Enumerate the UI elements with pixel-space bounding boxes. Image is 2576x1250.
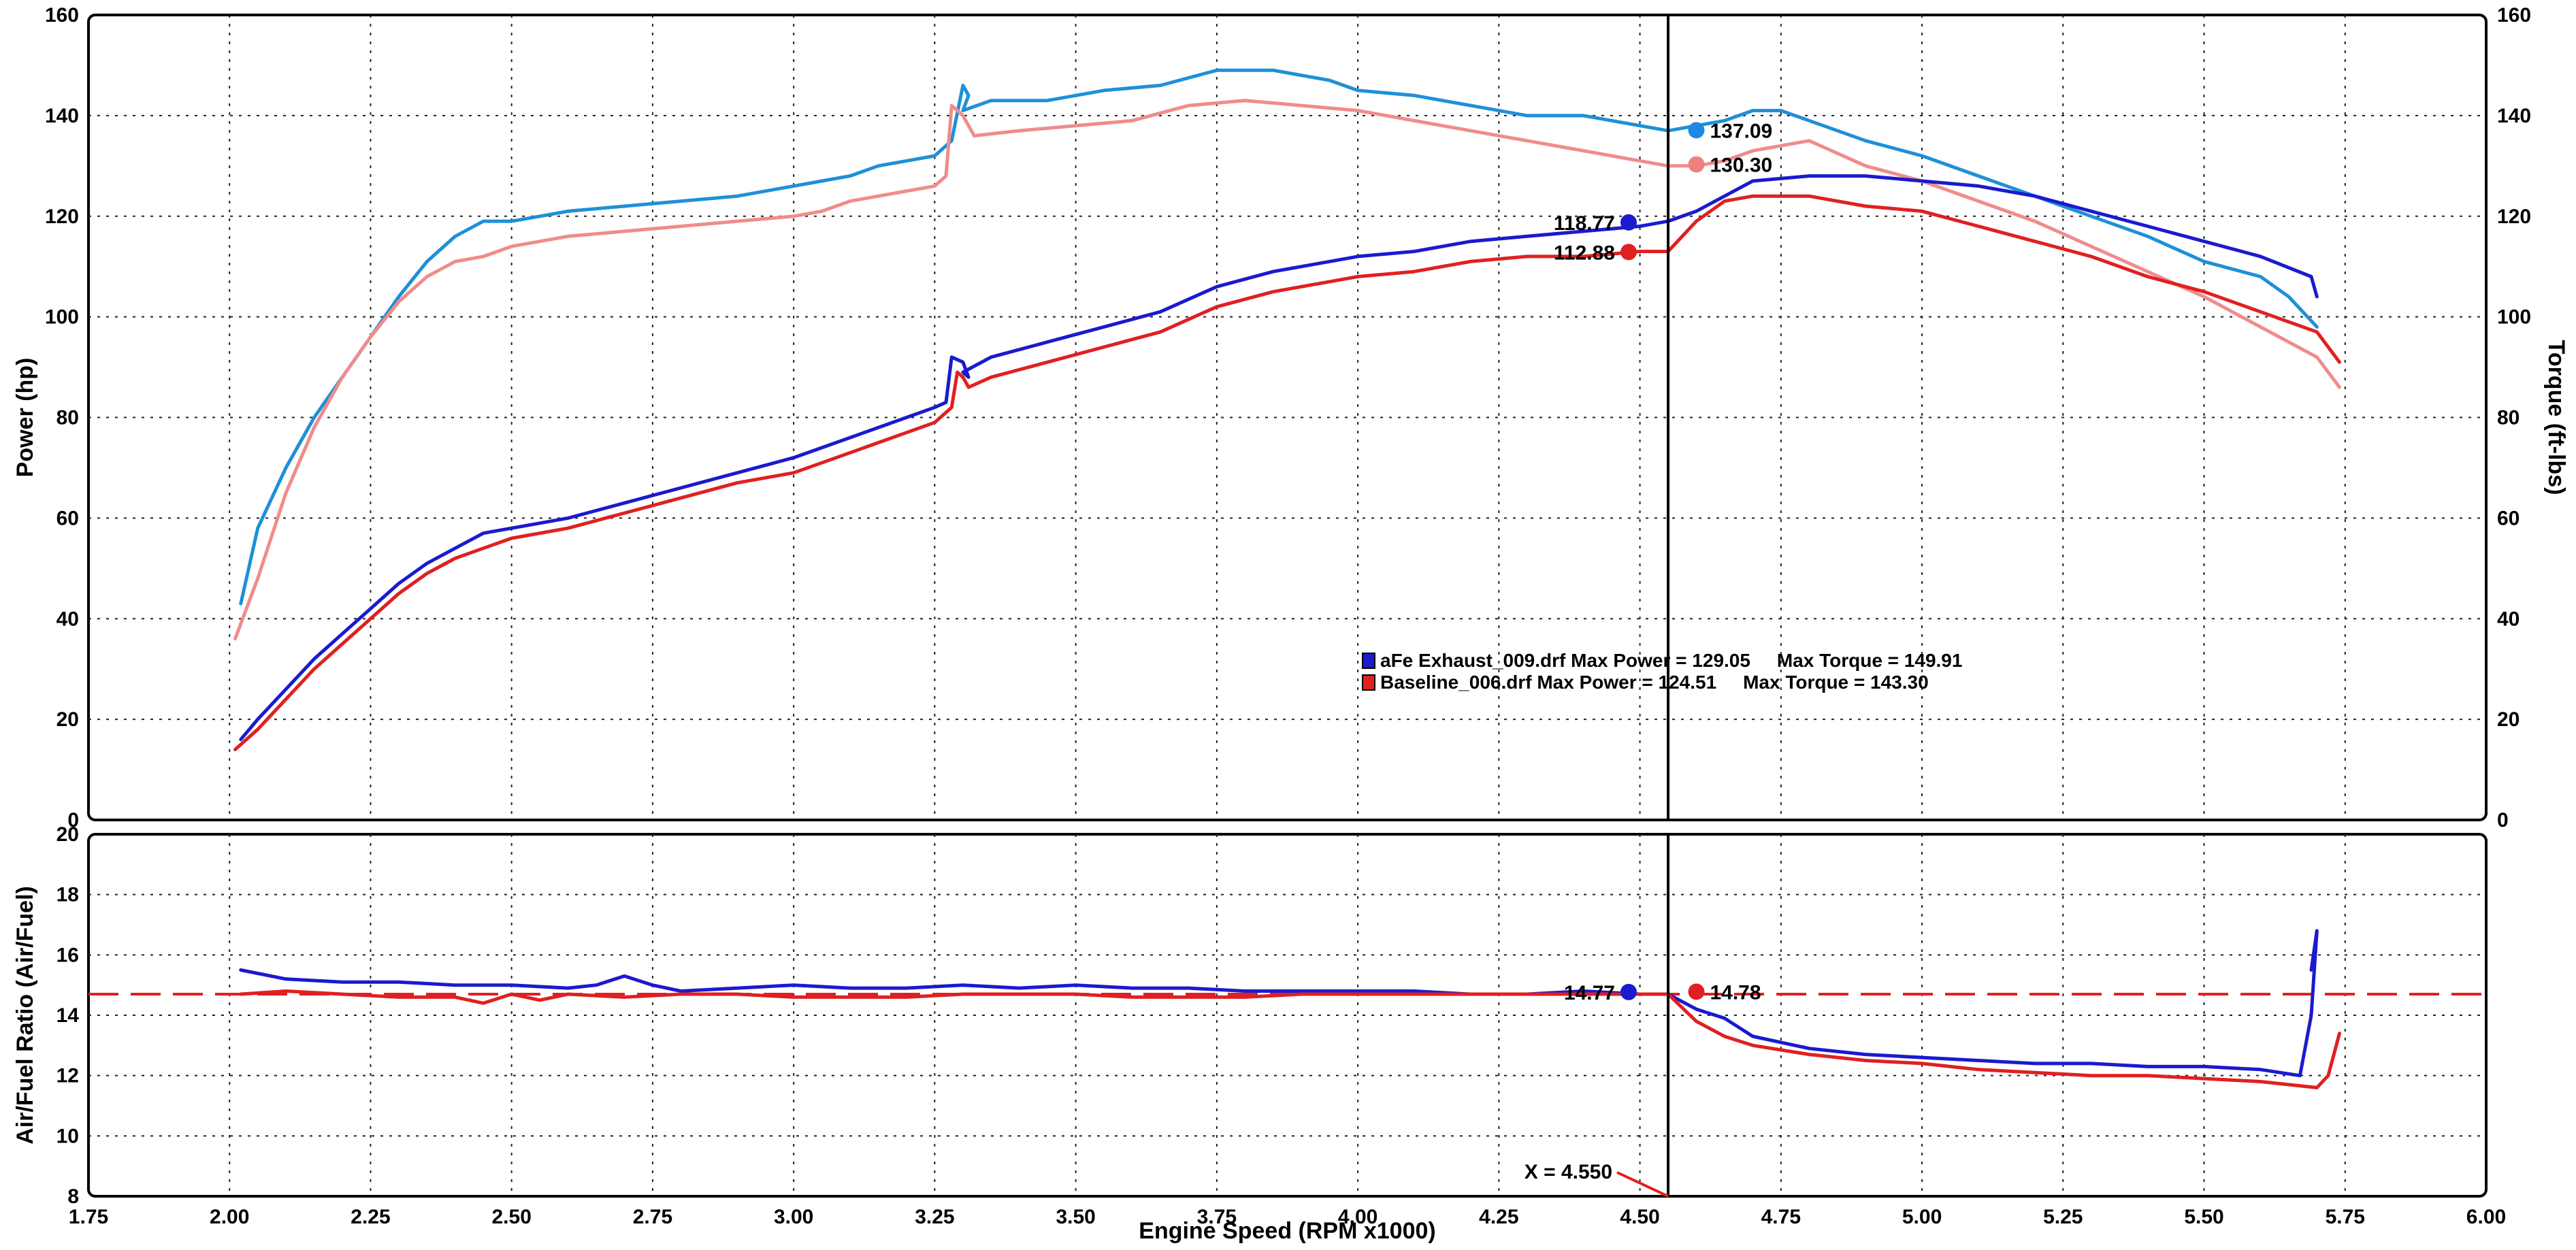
legend-swatch	[1362, 674, 1375, 691]
cursor-marker	[1688, 122, 1705, 139]
x-tick-label: 5.25	[2043, 1206, 2083, 1228]
x-tick-label: 1.75	[69, 1206, 108, 1228]
y2-tick-label: 120	[2497, 205, 2531, 228]
series-line-0	[239, 68, 2319, 606]
marker-value-label: 137.09	[1710, 120, 1772, 142]
y-tick-label: 120	[45, 205, 79, 228]
y2-tick-label: 140	[2497, 105, 2531, 127]
x-tick-label: 3.50	[1056, 1206, 1095, 1228]
y-tick-label: 160	[45, 4, 79, 27]
cursor-marker	[1688, 983, 1705, 1000]
legend-entry: aFe Exhaust_009.drf Max Power = 129.05 M…	[1380, 650, 1962, 671]
marker-value-label: 130.30	[1710, 154, 1772, 177]
series-line-1	[233, 99, 2341, 641]
x-tick-label: 5.50	[2184, 1206, 2223, 1228]
y-axis-label: Power (hp)	[12, 358, 38, 478]
x-tick-label: 5.00	[1902, 1206, 1942, 1228]
y2-tick-label: 20	[2497, 708, 2520, 731]
y-tick-label: 18	[56, 884, 79, 906]
x-tick-label: 4.50	[1620, 1206, 1659, 1228]
y2-tick-label: 0	[2497, 809, 2509, 832]
x-tick-label: 2.50	[492, 1206, 532, 1228]
x-tick-label: 3.25	[915, 1206, 954, 1228]
marker-value-label: 118.77	[1554, 212, 1615, 235]
y-tick-label: 100	[45, 306, 79, 329]
cursor-marker	[1620, 214, 1637, 231]
plot-area	[87, 14, 2488, 821]
y-axis-label: Air/Fuel Ratio (Air/Fuel)	[12, 886, 38, 1145]
y2-tick-label: 160	[2497, 4, 2531, 27]
cursor-marker	[1620, 983, 1637, 1000]
y-tick-label: 10	[56, 1125, 79, 1147]
legend-entry: Baseline_006.drf Max Power = 124.51 Max …	[1380, 672, 1929, 693]
x-tick-label: 5.75	[2326, 1206, 2365, 1228]
y-tick-label: 20	[56, 823, 79, 846]
x-tick-label: 2.00	[210, 1206, 249, 1228]
cursor-marker	[1688, 156, 1705, 173]
legend-swatch	[1362, 653, 1375, 669]
x-tick-label: 2.75	[633, 1206, 672, 1228]
cursor-marker	[1620, 244, 1637, 261]
y2-axis-label: Torque (ft-lbs)	[2543, 340, 2569, 495]
y-tick-label: 60	[56, 507, 79, 529]
marker-value-label: 14.78	[1710, 981, 1761, 1004]
series-line-0	[239, 929, 2319, 1078]
y-tick-label: 140	[45, 105, 79, 127]
x-tick-label: 3.75	[1197, 1206, 1237, 1228]
y-tick-label: 14	[56, 1004, 80, 1027]
y-tick-label: 40	[56, 608, 79, 630]
x-tick-label: 6.00	[2466, 1206, 2506, 1228]
marker-value-label: 14.77	[1564, 982, 1615, 1004]
y-tick-label: 16	[56, 944, 79, 966]
y-tick-label: 20	[56, 708, 79, 731]
series-line-3	[233, 194, 2341, 751]
y-tick-label: 8	[67, 1185, 79, 1208]
plot-area	[87, 833, 2488, 1198]
cursor-label-leader	[1616, 1171, 1669, 1198]
panel-air-fuel: 8 10 12 14 16 18 20 1.75 2.00 2.25 2.50 2.75 3.00 3.2…	[12, 823, 2506, 1244]
x-tick-label: 4.00	[1338, 1206, 1377, 1228]
y2-tick-label: 60	[2497, 507, 2520, 529]
y2-tick-label: 80	[2497, 407, 2520, 429]
series-line-1	[239, 989, 2341, 1089]
y-tick-label: 0	[67, 809, 79, 832]
y2-tick-label: 100	[2497, 306, 2531, 329]
y2-tick-label: 40	[2497, 608, 2520, 630]
x-tick-label: 3.00	[774, 1206, 813, 1228]
series-line-2	[239, 174, 2319, 742]
cursor-label: X = 4.550	[1525, 1161, 1612, 1183]
marker-value-label: 112.88	[1554, 242, 1615, 264]
x-tick-label: 4.75	[1761, 1206, 1801, 1228]
x-tick-label: 4.25	[1479, 1206, 1518, 1228]
y-tick-label: 12	[56, 1065, 79, 1087]
panel-power-torque: 0 20 40 60 80 100 120 140 160 0 20 40 60 80 100 120 140 1…	[12, 4, 2569, 832]
x-tick-label: 2.25	[350, 1206, 390, 1228]
x-axis-label: Engine Speed (RPM x1000)	[1139, 1218, 1435, 1244]
y-tick-label: 80	[56, 407, 79, 429]
